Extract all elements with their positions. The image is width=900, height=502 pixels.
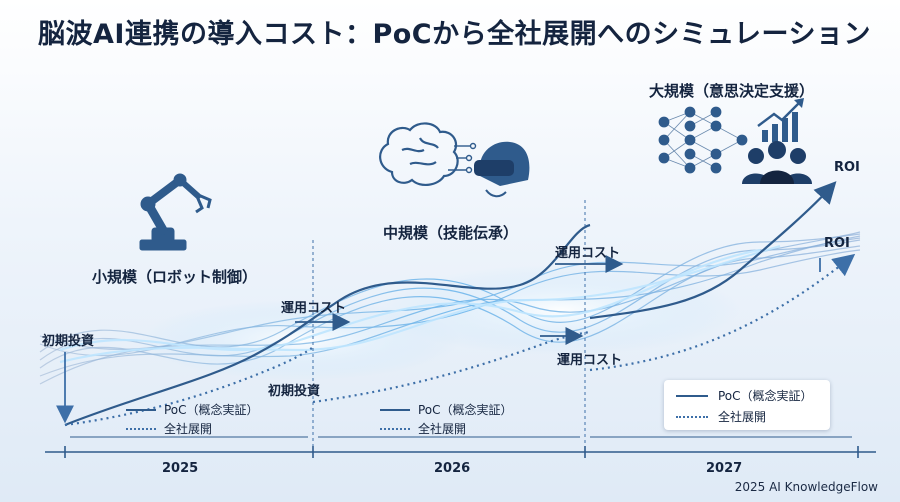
legend-solid-swatch (676, 394, 708, 397)
year-label-2026: 2026 (434, 461, 471, 476)
timeline-ticks (64, 446, 859, 458)
neural-network-icon (658, 106, 748, 174)
operating-cost-label-1: 運用コスト (281, 301, 347, 316)
poc-curve-1 (64, 223, 591, 427)
team-icon (742, 141, 812, 184)
robot-arm-icon (139, 173, 212, 251)
year-label-2027: 2027 (706, 461, 743, 476)
legend-box: PoC（概念実証） 全社展開 (664, 380, 830, 430)
legend-poc-2025: PoC（概念実証） (164, 403, 259, 417)
year-label-2025: 2025 (162, 461, 199, 476)
legend-dotted-swatch (676, 415, 708, 418)
stage-label-large: 大規模（意思決定支援） (649, 82, 815, 100)
legend-enterprise-2026: 全社展開 (418, 422, 467, 436)
legend-dotted-swatch (380, 427, 410, 430)
growth-chart-icon (757, 98, 804, 142)
initial-investment-label-2: 初期投資 (268, 384, 321, 399)
legend-dotted-swatch (126, 427, 156, 430)
page-title: 脳波AI連携の導入コスト：PoCから全社展開へのシミュレーション (38, 19, 872, 50)
initial-investment-label-1: 初期投資 (42, 334, 95, 349)
legend-solid-swatch (126, 408, 156, 411)
legend-2025: PoC（概念実証） 全社展開 (126, 401, 259, 437)
legend-poc-2026: PoC（概念実証） (418, 403, 513, 417)
brain-circuit-icon (379, 122, 477, 186)
brainwave-highlight (59, 244, 781, 364)
legend-solid-swatch (380, 408, 410, 411)
credit-text: 2025 AI KnowledgeFlow (734, 480, 878, 494)
operating-cost-label-2: 運用コスト (555, 246, 621, 261)
legend-poc-box: PoC（概念実証） (718, 389, 813, 403)
stage-label-small: 小規模（ロボット制御） (92, 268, 258, 286)
vr-headset-icon (474, 141, 530, 198)
legend-enterprise-box: 全社展開 (718, 410, 767, 424)
enterprise-curve-1 (64, 346, 314, 427)
stage-label-medium: 中規模（技能伝承） (383, 224, 519, 242)
brainwave-band (39, 231, 861, 385)
roi-label-2: ROI (824, 236, 850, 251)
roi-label-1: ROI (834, 160, 860, 175)
legend-enterprise-2025: 全社展開 (164, 422, 213, 436)
poc-curve-2 (589, 181, 837, 320)
operating-cost-label-3: 運用コスト (557, 353, 623, 368)
legend-2026: PoC（概念実証） 全社展開 (380, 401, 513, 437)
